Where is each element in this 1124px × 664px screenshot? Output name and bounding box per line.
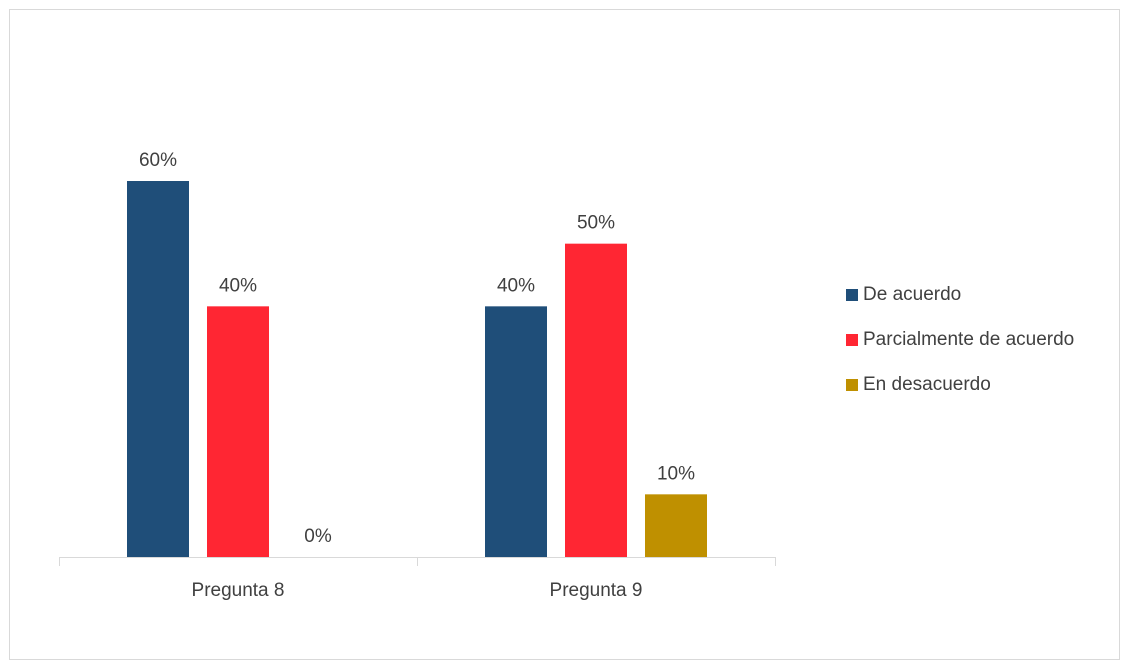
legend-swatch [846, 289, 858, 301]
bar-en-desacuerdo-2 [645, 494, 707, 557]
legend-swatch [846, 379, 858, 391]
legend-label: En desacuerdo [863, 374, 991, 395]
data-label: 60% [139, 150, 177, 171]
bar-parcialmente-de-acuerdo-2 [565, 243, 627, 557]
legend-label: Parcialmente de acuerdo [863, 329, 1075, 350]
bars-group [127, 181, 707, 557]
data-label: 10% [657, 463, 695, 484]
data-label: 40% [497, 275, 535, 296]
data-label: 50% [577, 213, 615, 234]
legend-item: Parcialmente de acuerdo [846, 329, 1074, 351]
legend-item: En desacuerdo [846, 374, 1074, 396]
category-label: Pregunta 8 [192, 580, 285, 601]
chart-frame [9, 9, 1120, 660]
data-labels-group: 60% 40% 0% 40% 50% 10% [139, 150, 695, 547]
legend-label: De acuerdo [863, 284, 962, 305]
data-label: 0% [304, 526, 332, 547]
legend-swatch [846, 334, 858, 346]
bar-de-acuerdo-1 [127, 181, 189, 557]
data-label: 40% [219, 275, 257, 296]
legend: De acuerdo Parcialmente de acuerdo En desa… [846, 284, 1074, 419]
legend-item: De acuerdo [846, 284, 1074, 306]
category-label: Pregunta 9 [550, 580, 643, 601]
bar-parcialmente-de-acuerdo-1 [207, 306, 269, 557]
x-axis: Pregunta 8 Pregunta 9 [59, 557, 776, 601]
bar-de-acuerdo-2 [485, 306, 547, 557]
